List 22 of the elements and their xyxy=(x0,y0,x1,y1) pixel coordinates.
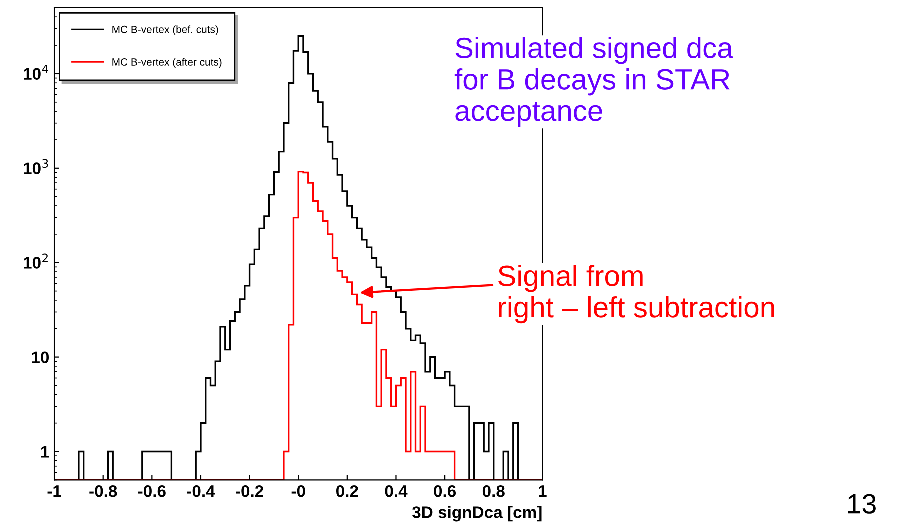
x-tick-label: 0.2 xyxy=(336,485,358,498)
x-tick-label: -0.2 xyxy=(236,485,264,498)
x-tick-label: -0.6 xyxy=(138,485,166,498)
text: 13 xyxy=(848,494,876,514)
annotation: Signal from right – left subtraction xyxy=(498,265,774,324)
legend-label: MC B-vertex (after cuts) xyxy=(112,58,222,68)
y-tick-label: 10$^{4}$ xyxy=(24,65,48,80)
x-tick-label: -0.4 xyxy=(187,485,216,498)
x-axis-title: 3D signDca [cm] xyxy=(412,506,542,522)
x-tick-label: -0.8 xyxy=(90,485,118,498)
y-tick-label: 1 xyxy=(41,446,50,458)
y-tick-label: 10 xyxy=(32,352,49,364)
y-tick-label: 10$^{2}$ xyxy=(24,254,48,269)
legend-label: MC B-vertex (bef. cuts) xyxy=(112,26,218,36)
x-tick-label: 1 xyxy=(539,486,547,498)
y-tick-label: 10$^{3}$ xyxy=(24,159,48,174)
x-tick-label: -1 xyxy=(48,486,62,498)
x-tick-label: 0.4 xyxy=(385,485,408,498)
x-tick-label: 0.6 xyxy=(434,485,456,498)
x-tick-label: 0.8 xyxy=(482,485,505,498)
x-tick-label: -0 xyxy=(292,485,306,498)
annotation: Simulated signed dca for B decays in STAR acceptance xyxy=(454,37,734,128)
